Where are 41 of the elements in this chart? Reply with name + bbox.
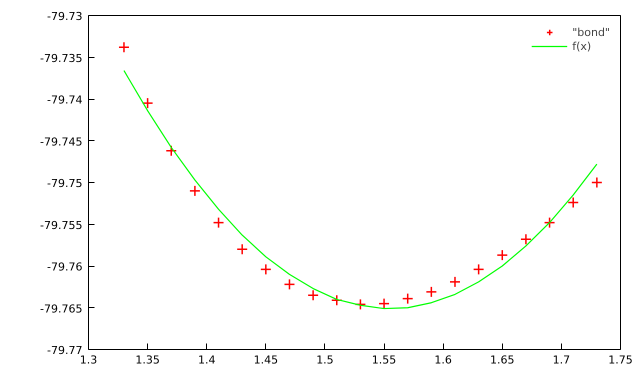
legend-label: "bond" [572,25,610,39]
point [402,292,414,304]
y-tick-label: -79.765 [40,302,83,316]
y-tick-label: -79.74 [47,94,83,106]
point [591,176,603,188]
point [189,185,201,197]
point [166,145,178,157]
y-tick-label: -79.745 [40,135,83,148]
point [118,41,130,53]
point [426,286,438,298]
y-tick-label: -79.735 [40,52,83,65]
point [472,264,484,276]
x-tick-label: 1.4 [198,354,216,366]
point [142,97,154,109]
y-tick-label: -79.75 [47,177,83,190]
point [544,216,556,228]
point [284,278,296,290]
point [496,249,508,261]
x-tick-label: 1.55 [372,354,396,366]
y-tick-label: -79.73 [47,10,83,23]
point [331,294,343,306]
x-tick-label: 1.6 [434,354,452,366]
y-tick-label: -79.76 [47,260,83,274]
legend-label: f(x) [572,39,592,53]
x-tick-label: 1.45 [254,354,278,366]
point [236,244,248,256]
point [307,289,319,301]
point [378,298,390,310]
point [354,298,366,310]
x-tick-label: 1.65 [490,354,515,366]
x-tick-label: 1.5 [316,354,334,366]
point [567,196,579,208]
x-tick-label: 1.75 [608,354,633,366]
line-series [123,70,598,310]
point [212,216,224,228]
x-tick-label: 1.35 [135,354,160,366]
point [449,276,461,288]
point [260,264,272,276]
y-tick-label: -79.755 [40,218,83,232]
point [520,234,532,246]
x-tick-label: 1.7 [552,354,570,366]
